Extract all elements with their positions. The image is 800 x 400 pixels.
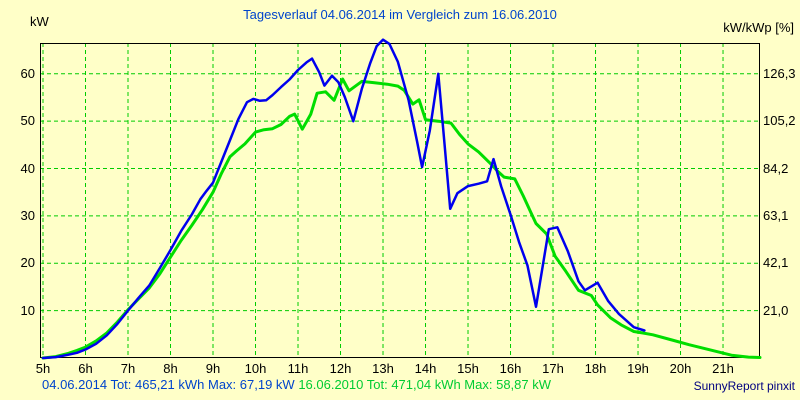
chart-canvas [40,38,762,360]
x-axis-tick-label: 5h [35,361,51,376]
right-axis-tick-label: 63,1 [763,207,789,223]
x-axis-tick-label: 17h [542,361,564,376]
left-axis-tick-label: 20 [20,255,35,271]
x-axis-tick-label: 8h [163,361,178,376]
left-axis-tick-label: 50 [20,113,35,129]
chart-title: Tagesverlauf 04.06.2014 im Vergleich zum… [243,7,557,22]
x-axis-tick-label: 9h [205,361,221,376]
right-axis-unit-label: kW/kWp [%] [723,20,794,35]
series-line-04.06.2014 [41,38,646,360]
left-axis-tick-label: 30 [20,207,35,223]
x-axis-tick-label: 14h [414,361,437,376]
x-axis-tick-label: 18h [584,361,607,376]
x-axis-tick-label: 11h [287,361,309,376]
plot-frame [40,43,760,358]
x-axis-tick-label: 19h [627,361,649,376]
x-axis-tick-label: 10h [244,361,267,376]
right-axis-tick-label: 42,1 [763,255,789,271]
left-axis-tick-label: 40 [20,160,35,176]
chart-plot-area [40,38,762,360]
x-axis-tick-label: 6h [78,361,93,376]
x-axis-tick-label: 13h [372,361,394,376]
right-axis-tick-label: 105,2 [763,113,796,129]
footer-stats-2010: 16.06.2010 Tot: 471,04 kWh Max: 58,87 kW [298,377,551,392]
left-axis-tick-label: 60 [20,65,35,81]
footer-stats: 04.06.2014 Tot: 465,21 kWh Max: 67,19 kW… [42,377,551,392]
x-axis-tick-label: 15h [457,361,479,376]
x-axis-tick-label: 12h [329,361,352,376]
x-axis-tick-label: 7h [120,361,136,376]
x-axis-tick-label: 20h [669,361,692,376]
x-axis-tick-label: 21h [712,361,734,376]
left-axis-tick-label: 10 [20,302,35,318]
footer-stats-2014: 04.06.2014 Tot: 465,21 kWh Max: 67,19 kW [42,377,295,392]
left-axis-unit-label: kW [30,14,49,29]
brand-label: SunnyReport pinxit [693,379,795,393]
right-axis-tick-label: 126,3 [763,65,796,81]
right-axis-tick-label: 84,2 [763,160,789,176]
series-line-16.06.2010 [41,77,762,360]
right-axis-tick-label: 21,0 [763,302,789,318]
x-axis-tick-label: 16h [499,361,522,376]
